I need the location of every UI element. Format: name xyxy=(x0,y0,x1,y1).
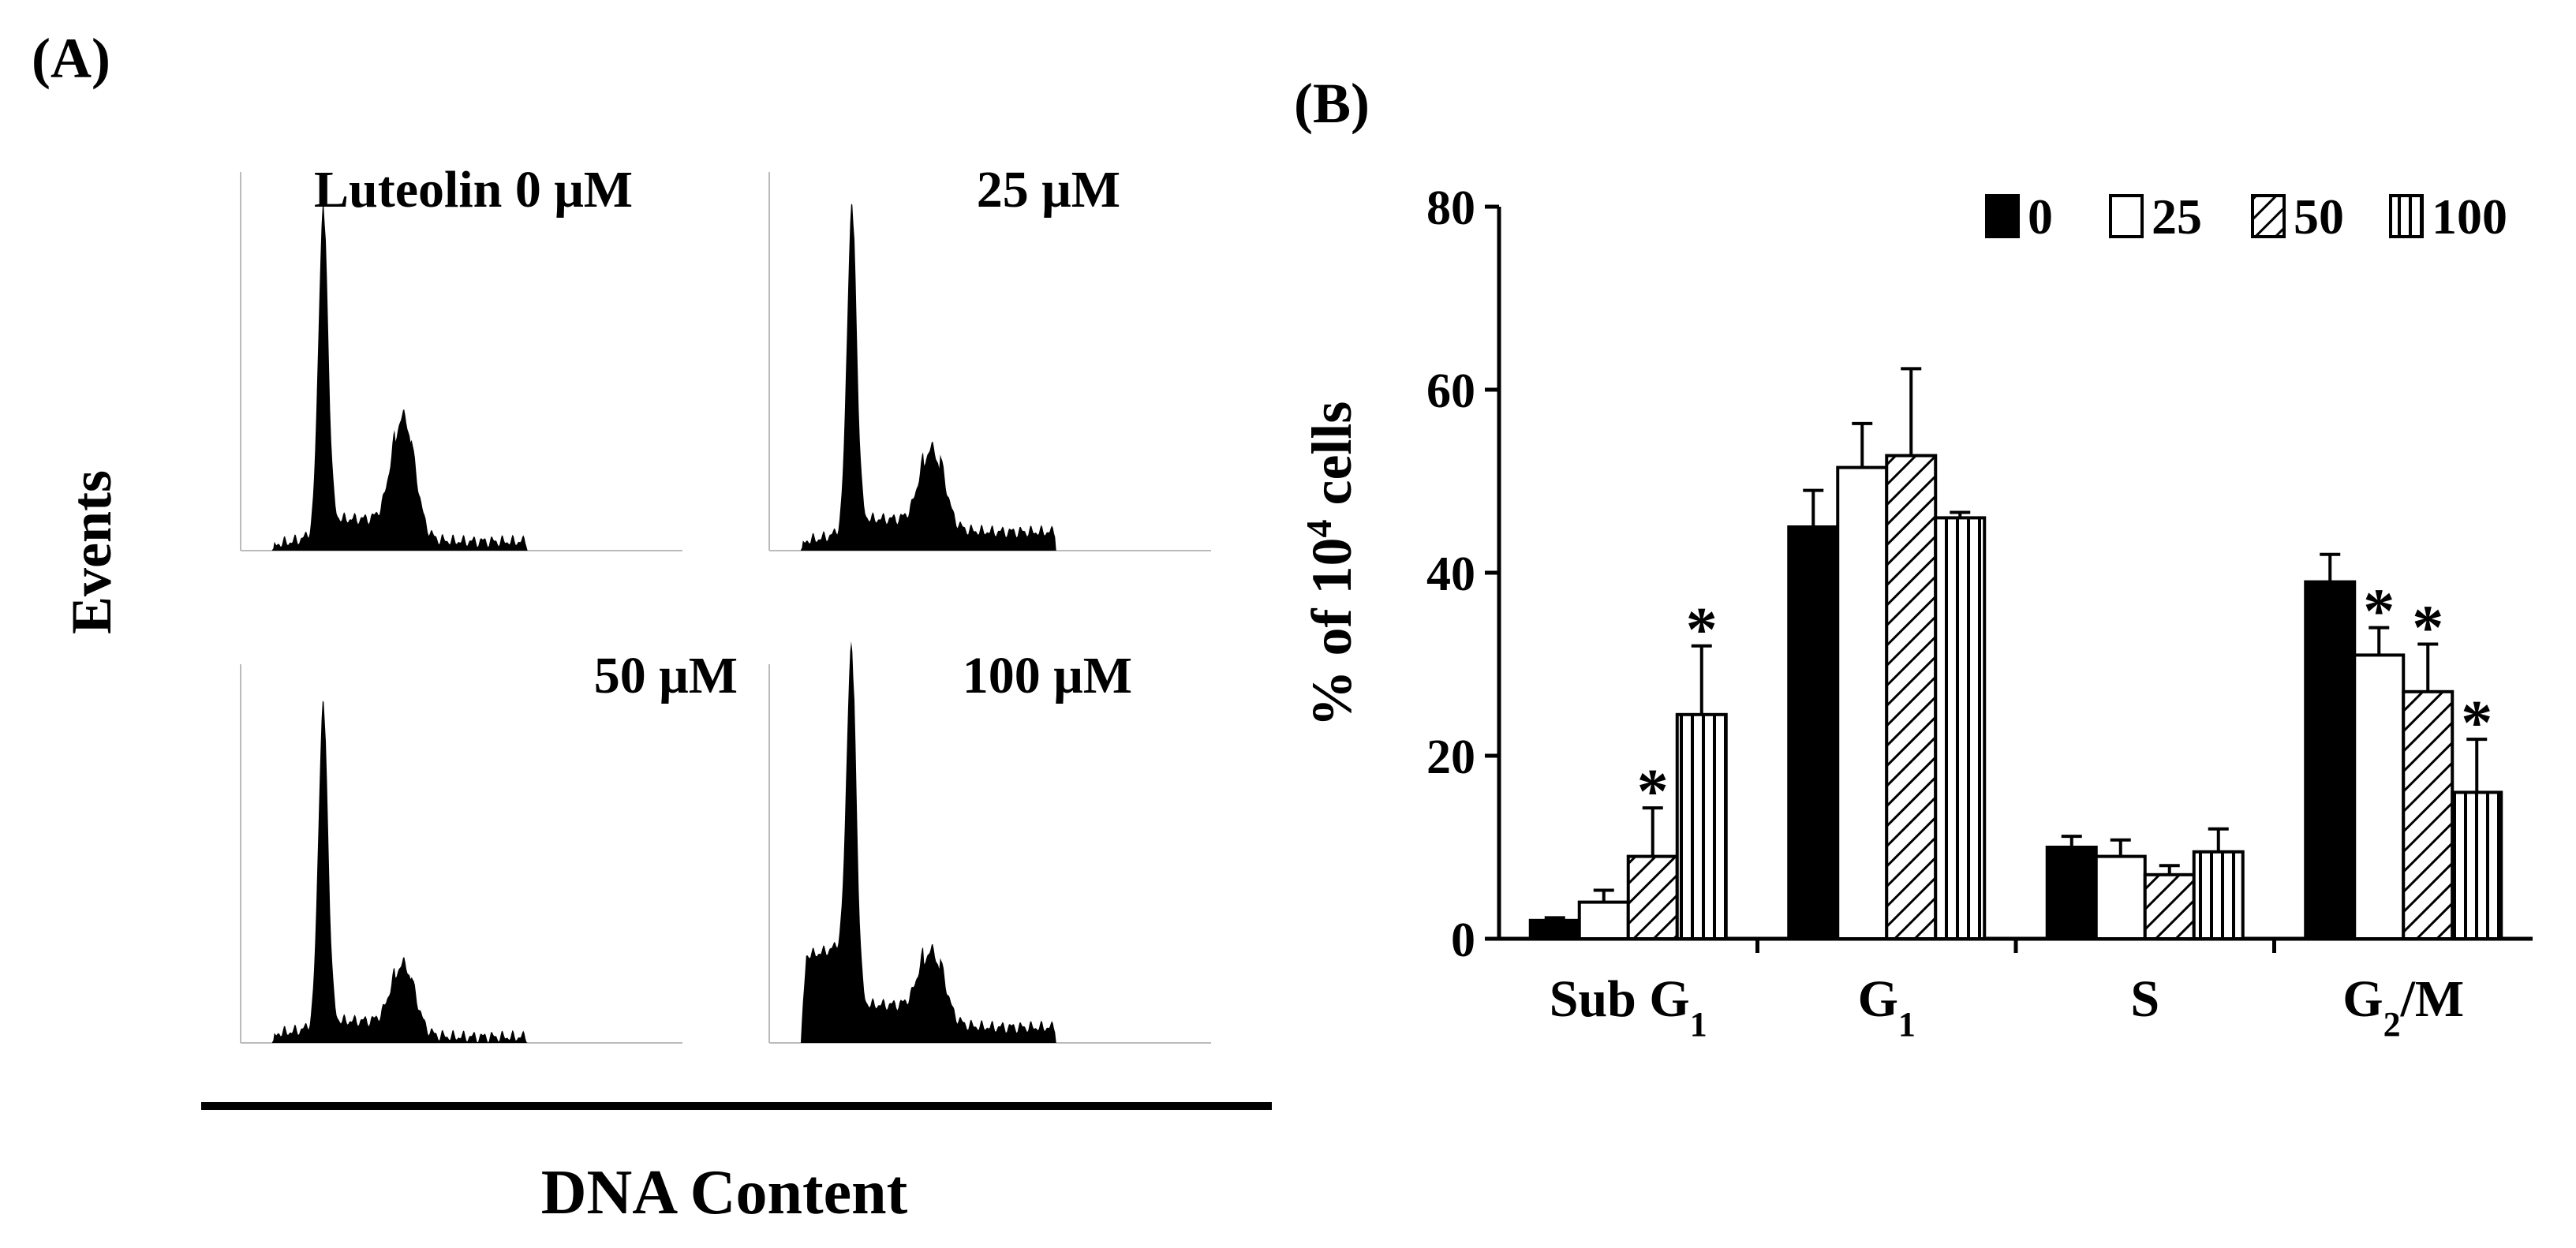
histogram-label: 100 μM xyxy=(963,647,1132,704)
histogram-3: 100 μM xyxy=(768,641,1211,1044)
bar-100-0 xyxy=(1675,712,1728,940)
bar-25-0 xyxy=(1577,900,1630,940)
bar-25-1 xyxy=(1836,465,1889,940)
significance-marker: * xyxy=(2363,577,2395,647)
bar-25-2 xyxy=(2094,854,2147,940)
histogram-1: 25 μM xyxy=(768,161,1211,551)
legend-swatch-50 xyxy=(2251,194,2286,238)
panel-b-label: (B) xyxy=(1294,72,1370,135)
legend-swatch-100 xyxy=(2389,194,2424,238)
histogram-label: 25 μM xyxy=(977,161,1120,219)
panel-a: (A) Events Luteolin 0 μM 25 μM 50 μM 100 μM… xyxy=(32,27,1272,1227)
legend-label: 50 xyxy=(2294,189,2344,245)
histogram-grid: Luteolin 0 μM 25 μM 50 μM 100 μM xyxy=(240,161,1211,1044)
panel-a-label: (A) xyxy=(32,27,110,90)
histogram-trace xyxy=(801,204,1069,551)
legend-label: 100 xyxy=(2432,189,2507,245)
legend-label: 0 xyxy=(2028,189,2053,245)
y-tick-label: 20 xyxy=(1426,730,1475,784)
category-label: G2/M xyxy=(2342,970,2464,1044)
bar-0-1 xyxy=(1787,525,1840,940)
bar-50-3 xyxy=(2402,689,2454,940)
histogram-trace xyxy=(272,206,540,551)
significance-marker: * xyxy=(2461,689,2492,758)
y-tick-label: 60 xyxy=(1426,364,1475,418)
category-label: G1 xyxy=(1858,970,1916,1044)
histogram-2: 50 μM xyxy=(240,647,738,1044)
bar-25-3 xyxy=(2353,653,2406,941)
histogram-0: Luteolin 0 μM xyxy=(240,161,682,551)
bar-0-2 xyxy=(2045,846,2098,940)
significance-marker: * xyxy=(1686,596,1718,665)
bar-50-2 xyxy=(2143,872,2196,941)
y-tick-label: 40 xyxy=(1426,547,1475,601)
events-axis-label: Events xyxy=(60,470,123,634)
bar-100-2 xyxy=(2192,850,2245,941)
histogram-trace xyxy=(801,641,1069,1043)
bar-0-0 xyxy=(1528,918,1581,941)
bar-50-0 xyxy=(1626,854,1679,940)
significance-marker: * xyxy=(2412,593,2443,663)
legend-swatch-25 xyxy=(2109,194,2144,238)
legend-label: 25 xyxy=(2152,189,2202,245)
bar-100-3 xyxy=(2451,790,2503,941)
dna-content-label: DNA Content xyxy=(541,1158,908,1227)
bar-100-1 xyxy=(1934,516,1987,940)
legend-swatch-0 xyxy=(1985,194,2020,238)
category-label: S xyxy=(2130,970,2159,1028)
y-tick-label: 0 xyxy=(1451,914,1475,967)
y-tick-label: 80 xyxy=(1426,181,1475,235)
histogram-label: 50 μM xyxy=(594,647,738,704)
category-label: Sub G1 xyxy=(1550,970,1707,1044)
legend: 0 25 50 100 xyxy=(1985,189,2507,245)
histogram-label: Luteolin 0 μM xyxy=(314,161,633,219)
bar-50-1 xyxy=(1885,454,1938,940)
bar-0-3 xyxy=(2304,580,2357,940)
histogram-trace xyxy=(272,701,540,1043)
significance-marker: * xyxy=(1637,757,1669,827)
y-axis-label: % of 104 cells xyxy=(1299,402,1364,727)
